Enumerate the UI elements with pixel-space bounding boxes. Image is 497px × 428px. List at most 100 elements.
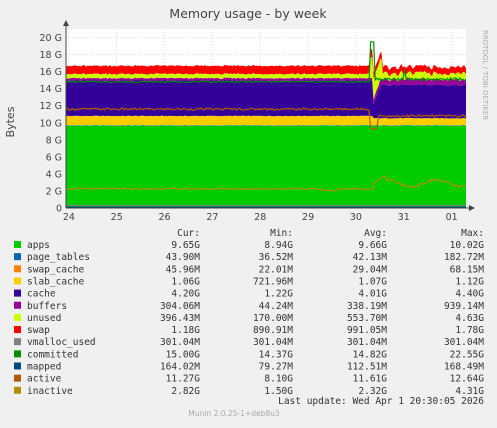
legend-series-name: inactive: [27, 386, 73, 397]
legend-avg-value: 42.13M: [353, 252, 388, 263]
x-tick-label: 25: [111, 212, 123, 223]
area-swap: [66, 49, 466, 80]
legend-series-name: buffers: [27, 301, 67, 312]
legend-cur-value: 301.04M: [160, 337, 200, 348]
legend-max-value: 168.49M: [444, 362, 484, 373]
legend-swatch-swap-cache: [14, 265, 21, 273]
x-tick-label: 24: [63, 212, 75, 223]
legend-swatch-swap: [14, 326, 21, 334]
line-active: [65, 107, 467, 130]
legend-max-value: 939.14M: [444, 301, 484, 312]
legend-avg-value: 14.82G: [353, 349, 388, 360]
rrdtool-watermark: RRDTOOL / TOBI OETIKER: [481, 30, 489, 120]
x-tick-label: 28: [254, 212, 266, 223]
legend-max-value: 1.78G: [455, 325, 484, 336]
legend-swatch-cache: [14, 289, 21, 297]
legend-series-name: unused: [27, 313, 61, 324]
legend-avg-value: 112.51M: [347, 362, 387, 373]
x-tick-label: 27: [206, 212, 218, 223]
legend-max-value: 4.40G: [455, 289, 484, 300]
y-tick-label: 10 G: [40, 118, 62, 129]
legend-cur-value: 43.90M: [166, 252, 201, 263]
legend-cur-value: 396.43M: [160, 313, 200, 324]
legend-series-name: mapped: [27, 362, 61, 373]
legend-min-value: 301.04M: [253, 337, 293, 348]
munin-version-footer: Munin 2.0.25-1+deb8u3: [188, 409, 279, 418]
y-tick-label: 0: [56, 204, 62, 215]
legend-swatch-inactive: [14, 386, 21, 394]
legend-min-value: 79.27M: [259, 362, 294, 373]
legend-avg-value: 29.04M: [353, 264, 388, 275]
legend-avg-value: 4.01G: [358, 289, 387, 300]
y-tick-label: 18 G: [40, 50, 62, 61]
legend-min-value: 22.01M: [259, 264, 294, 275]
legend-series-name: active: [27, 374, 62, 385]
legend-min-value: 170.00M: [253, 313, 293, 324]
y-axis-arrow: [63, 20, 69, 26]
legend-series-name: swap_cache: [27, 264, 84, 275]
legend-min-value: 721.96M: [253, 276, 293, 287]
legend-cur-value: 15.00G: [166, 349, 201, 360]
area-page-tables: [66, 124, 466, 126]
legend-cur-value: 1.06G: [171, 276, 200, 287]
chart-title: Memory usage - by week: [169, 6, 327, 21]
legend-min-value: 1.50G: [264, 386, 293, 397]
legend-cur-value: 45.96M: [166, 264, 201, 275]
legend-series-name: slab_cache: [27, 276, 84, 287]
legend-series-name: committed: [27, 349, 78, 360]
y-tick-label: 4 G: [46, 169, 62, 180]
legend-cur-value: 2.82G: [171, 386, 200, 397]
legend-cur-value: 11.27G: [166, 374, 201, 385]
legend-column-header: Max:: [461, 228, 484, 239]
y-tick-label: 14 G: [40, 84, 62, 95]
line-inactive: [65, 174, 467, 192]
legend-min-value: 36.52M: [259, 252, 294, 263]
legend-max-value: 1.12G: [455, 276, 484, 287]
y-tick-label: 8 G: [46, 135, 62, 146]
legend-column-header: Avg:: [364, 228, 387, 239]
x-tick-label: 29: [302, 212, 314, 223]
legend-avg-value: 1.07G: [358, 276, 387, 287]
legend-swatch-buffers: [14, 301, 21, 309]
legend-series-name: swap: [27, 325, 50, 336]
legend-avg-value: 338.19M: [347, 301, 387, 312]
legend-min-value: 8.94G: [264, 240, 293, 251]
legend-swatch-page-tables: [14, 253, 21, 261]
y-tick-label: 20 G: [40, 33, 62, 44]
x-tick-label: 31: [398, 212, 410, 223]
legend-max-value: 4.63G: [455, 313, 484, 324]
legend-max-value: 182.72M: [444, 252, 484, 263]
legend-max-value: 12.64G: [450, 374, 485, 385]
legend-avg-value: 11.61G: [353, 374, 388, 385]
legend-max-value: 301.04M: [444, 337, 484, 348]
legend-max-value: 10.02G: [450, 240, 485, 251]
legend-avg-value: 991.05M: [347, 325, 387, 336]
area-slab-cache: [66, 115, 466, 126]
legend-cur-value: 304.06M: [160, 301, 200, 312]
area-cache: [66, 79, 466, 119]
legend-min-value: 890.91M: [253, 325, 293, 336]
x-tick-label: 26: [159, 212, 171, 223]
legend-avg-value: 301.04M: [347, 337, 387, 348]
area-swap-cache: [66, 124, 466, 126]
y-tick-label: 6 G: [46, 152, 62, 163]
x-tick-label: 30: [350, 212, 362, 223]
legend-min-value: 44.24M: [259, 301, 294, 312]
legend-swatch-slab-cache: [14, 277, 21, 285]
legend-series-name: cache: [27, 289, 56, 300]
legend-swatch-unused: [14, 313, 21, 321]
legend-swatch-committed: [14, 350, 21, 358]
legend-cur-value: 1.18G: [171, 325, 200, 336]
legend-swatch-mapped: [14, 362, 21, 370]
legend-avg-value: 553.70M: [347, 313, 387, 324]
legend-avg-value: 2.32G: [358, 386, 387, 397]
x-tick-label: 01: [446, 212, 458, 223]
legend-cur-value: 4.20G: [171, 289, 200, 300]
y-tick-label: 2 G: [46, 186, 62, 197]
y-tick-label: 16 G: [40, 67, 62, 78]
legend-max-value: 4.31G: [455, 386, 484, 397]
legend-series-name: page_tables: [27, 252, 90, 263]
legend-avg-value: 9.66G: [358, 240, 387, 251]
